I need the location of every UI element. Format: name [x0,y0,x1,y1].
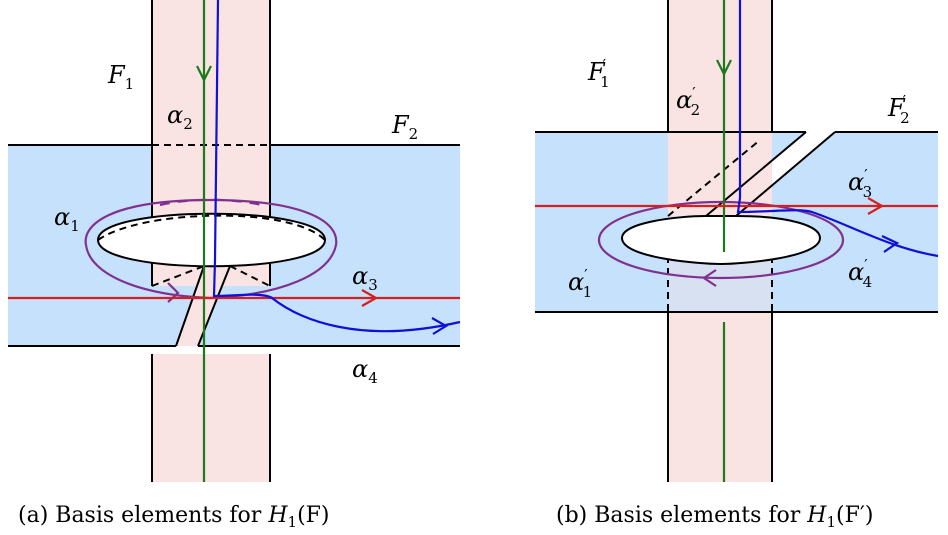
label-f1-a: F1 [107,61,134,93]
label-alpha2-a: α2 [167,101,193,133]
label-f1prime-b: F′ 1 [587,56,610,91]
label-f2-a: F2 [391,111,418,143]
label-alpha2prime-b: α′ 2 [676,84,700,119]
panel-a: F1 F2 α1 α2 α3 α4 (a) Basis elements for… [8,0,461,531]
hole-b [620,215,822,266]
curve-alpha4prime-b [736,0,939,258]
panel-b: F′ 1 F′ 2 α′ 1 α′ 2 α′ 3 α′ 4 (b) Basis elemen… [535,0,939,531]
label-alpha4-a: α4 [352,355,378,387]
label-alpha1-a: α1 [54,203,80,235]
curve-alpha4-a [212,0,461,333]
label-alpha3prime-b: α′ 3 [848,166,872,201]
label-alpha4prime-b: α′ 4 [848,256,872,291]
label-alpha3-a: α3 [352,262,378,294]
curve-alpha1prime-b [597,200,845,280]
label-alpha1prime-b: α′ 1 [568,266,592,301]
hole-a [96,212,327,268]
caption-a: (a) Basis elements for H1(F) [18,503,330,531]
band-f1prime-lower [668,312,772,482]
label-f2prime-b: F′ 2 [887,92,910,127]
band-f1-lower [152,354,270,482]
band-f1prime-upper [668,0,772,216]
caption-b: (b) Basis elements for H1(F′) [556,503,873,531]
